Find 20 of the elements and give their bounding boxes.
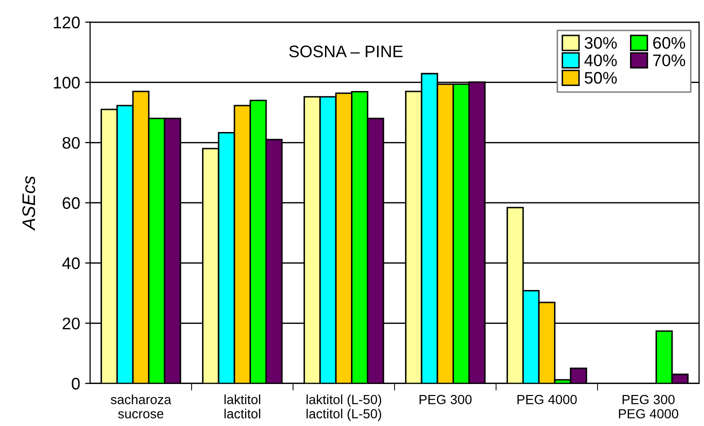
x-tick-label: PEG 4000 bbox=[517, 394, 577, 404]
text: SOSNA – PINE bbox=[289, 46, 403, 58]
y-tick-label: 20 bbox=[62, 318, 80, 330]
y-tick-label: 100 bbox=[54, 76, 80, 89]
x-tick-label: PEG 300 bbox=[420, 394, 472, 404]
x-tick-label: laktitol lactitol bbox=[224, 394, 260, 418]
x-tick-label: laktitol (L-50) lactitol (L-50) bbox=[306, 394, 382, 422]
y-tick-label: 0 bbox=[72, 378, 80, 390]
y-tick-label: 40 bbox=[62, 257, 80, 270]
legend-label: 40% bbox=[584, 54, 617, 66]
legend-label: 60% bbox=[653, 37, 686, 49]
x-tick-label: sacharoza sucrose bbox=[110, 394, 172, 418]
y-tick-label: 60 bbox=[62, 197, 80, 209]
legend-label: 30% bbox=[584, 37, 617, 49]
y-tick-label: 80 bbox=[62, 136, 80, 149]
y-axis-title: ASEcs bbox=[22, 176, 36, 231]
y-tick-label: 120 bbox=[54, 16, 80, 28]
legend-label: 50% bbox=[584, 72, 617, 84]
legend-label: 70% bbox=[653, 54, 686, 66]
x-tick-label: PEG 300 PEG 4000 bbox=[618, 394, 678, 418]
